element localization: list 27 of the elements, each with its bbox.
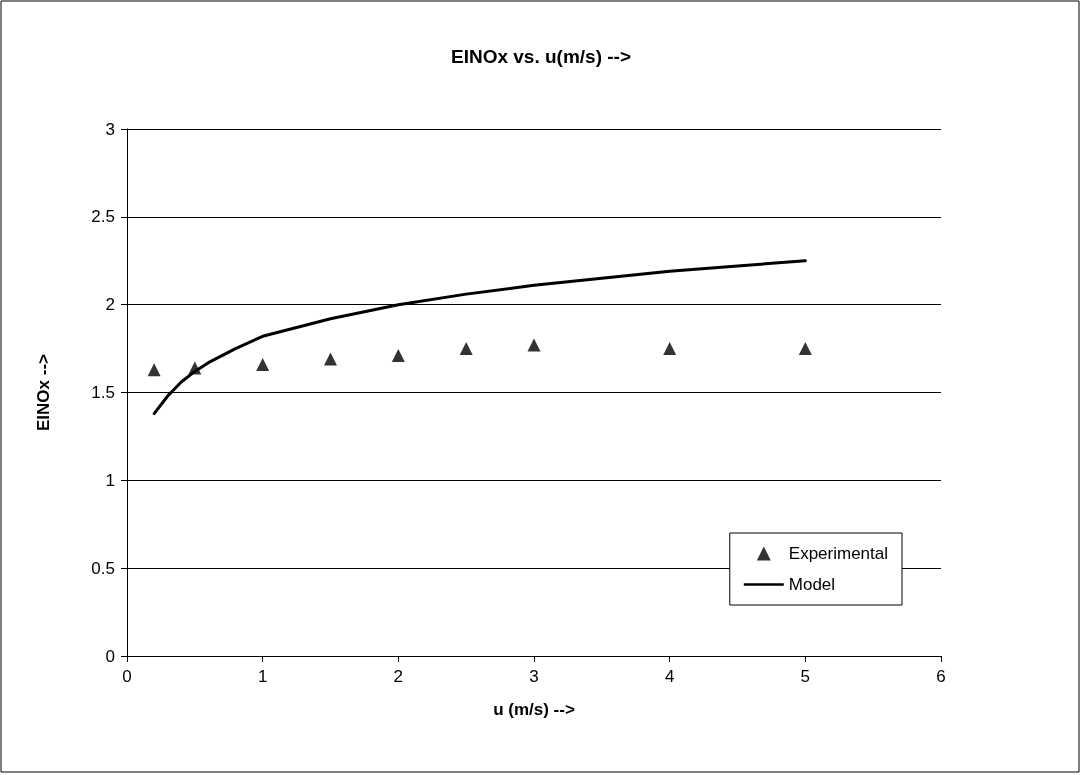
y-tick-label: 1	[105, 470, 115, 490]
x-tick-label: 1	[257, 667, 268, 686]
y-tick-label: 0	[105, 646, 115, 666]
x-tick-label: 6	[936, 667, 946, 686]
point	[798, 342, 812, 356]
x-tick-label: 2	[393, 667, 404, 686]
legend-label: Model	[788, 575, 836, 594]
y-tick-label: 2.5	[91, 207, 115, 227]
point	[147, 363, 161, 377]
x-tick-label: 5	[800, 667, 811, 686]
point	[256, 357, 270, 371]
point	[391, 349, 405, 363]
y-tick-label: 1.5	[91, 383, 115, 402]
chart-title: EINOx vs. u(m/s) -->	[450, 46, 632, 67]
x-tick-label: 3	[529, 667, 539, 686]
x-axis-title: u (m/s) -->	[493, 700, 575, 719]
y-tick-label: 0.5	[91, 558, 115, 578]
point	[324, 352, 337, 366]
y-tick-label: 2	[105, 295, 115, 315]
point	[663, 342, 677, 356]
legend-label: Experimental	[788, 544, 889, 563]
x-tick-label: 0	[122, 667, 132, 686]
y-axis-title: EINOx -->	[34, 353, 53, 431]
x-tick-label: 4	[664, 667, 675, 686]
y-tick-label: 3	[105, 119, 115, 139]
point	[459, 342, 473, 356]
point	[527, 338, 541, 352]
